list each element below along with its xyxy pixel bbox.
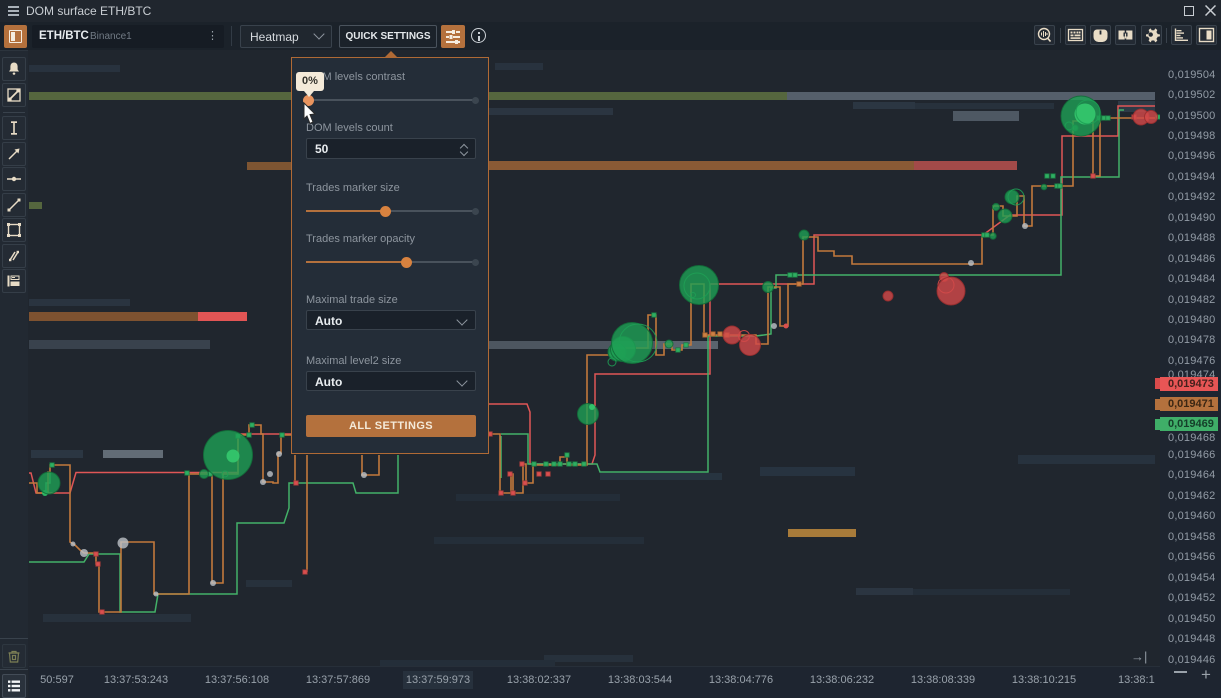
svg-text:→|: →| [1131,649,1147,664]
